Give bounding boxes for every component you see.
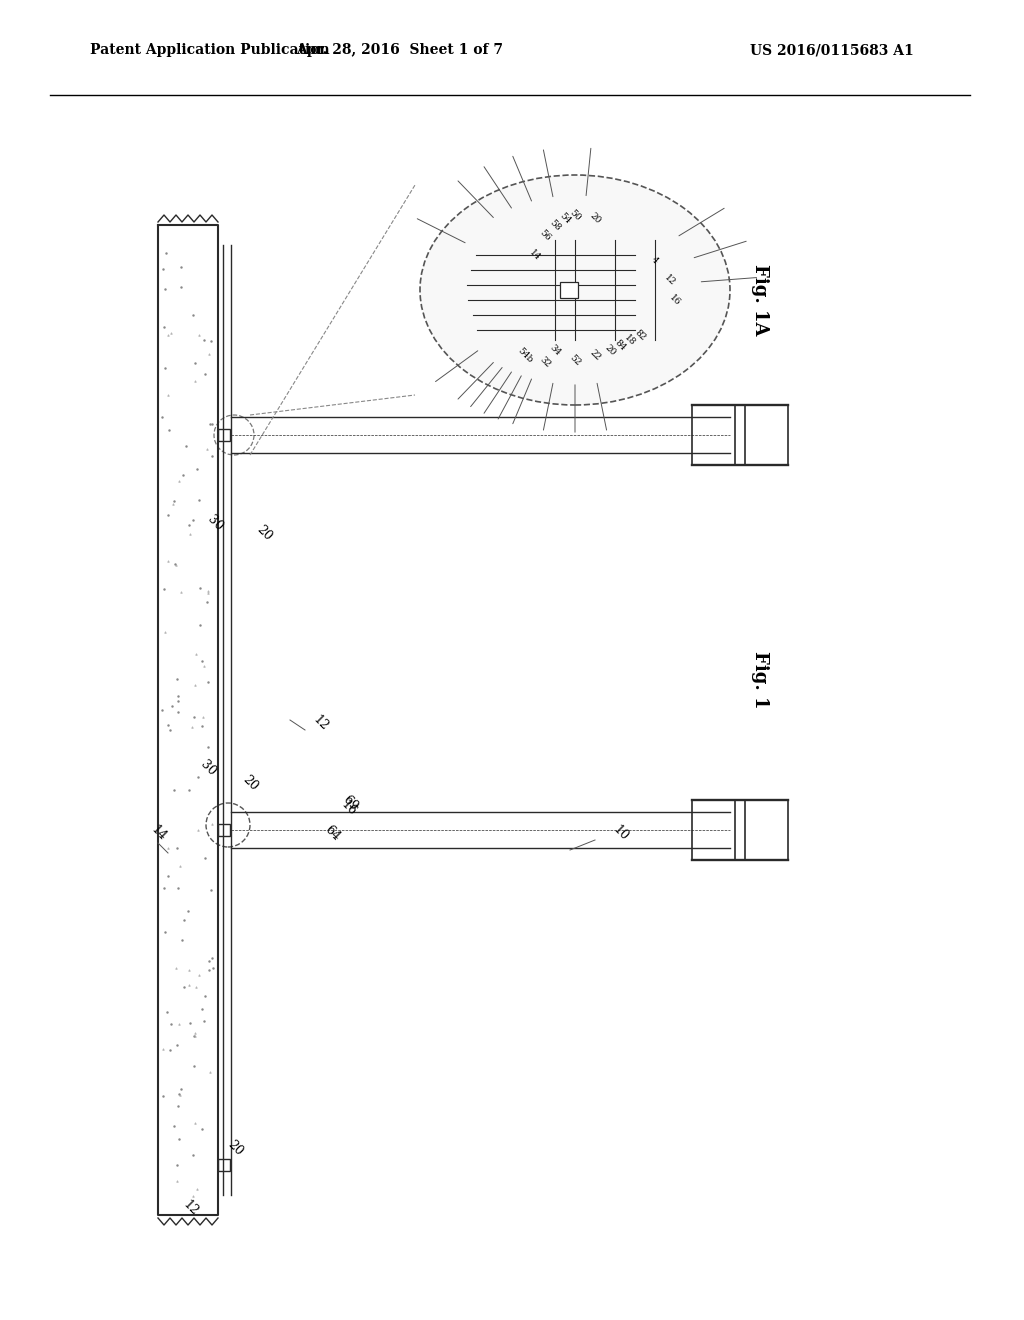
Text: 16: 16 — [668, 293, 682, 308]
Text: US 2016/0115683 A1: US 2016/0115683 A1 — [750, 44, 913, 57]
Text: 69: 69 — [340, 792, 360, 813]
Text: 20: 20 — [588, 211, 602, 226]
Text: 84: 84 — [612, 338, 628, 352]
Text: 58: 58 — [548, 218, 562, 232]
Text: 14: 14 — [148, 822, 169, 843]
Text: 14: 14 — [527, 248, 543, 263]
Text: 18: 18 — [623, 333, 637, 347]
Bar — [218, 429, 230, 441]
Text: 54: 54 — [558, 211, 572, 226]
Text: Apr. 28, 2016  Sheet 1 of 7: Apr. 28, 2016 Sheet 1 of 7 — [297, 44, 504, 57]
Text: 12: 12 — [310, 713, 331, 733]
Text: 30: 30 — [205, 512, 225, 533]
Bar — [218, 824, 230, 836]
Text: Fig. 1: Fig. 1 — [751, 651, 769, 709]
Text: 12: 12 — [663, 273, 677, 288]
Text: 22: 22 — [588, 348, 602, 362]
Text: Patent Application Publication: Patent Application Publication — [90, 44, 330, 57]
Text: 56: 56 — [538, 228, 552, 243]
Text: 64: 64 — [322, 822, 342, 843]
Bar — [218, 1159, 230, 1171]
Text: 52: 52 — [567, 352, 583, 367]
Text: 12: 12 — [180, 1197, 201, 1218]
Text: 4: 4 — [650, 255, 660, 265]
Text: 30: 30 — [198, 758, 218, 777]
Text: 32: 32 — [538, 355, 552, 370]
Bar — [560, 282, 578, 298]
Text: 16: 16 — [338, 797, 358, 818]
Text: 20: 20 — [225, 1138, 246, 1158]
Text: 50: 50 — [567, 207, 583, 222]
Text: Fig. 1A: Fig. 1A — [751, 264, 769, 335]
Ellipse shape — [420, 176, 730, 405]
Text: 20: 20 — [603, 343, 617, 358]
Text: 20: 20 — [254, 523, 274, 543]
Text: 54b: 54b — [516, 346, 535, 364]
Text: 10: 10 — [610, 822, 631, 843]
Text: 82: 82 — [633, 327, 647, 342]
Text: 20: 20 — [240, 772, 260, 793]
Text: 34: 34 — [548, 343, 562, 358]
